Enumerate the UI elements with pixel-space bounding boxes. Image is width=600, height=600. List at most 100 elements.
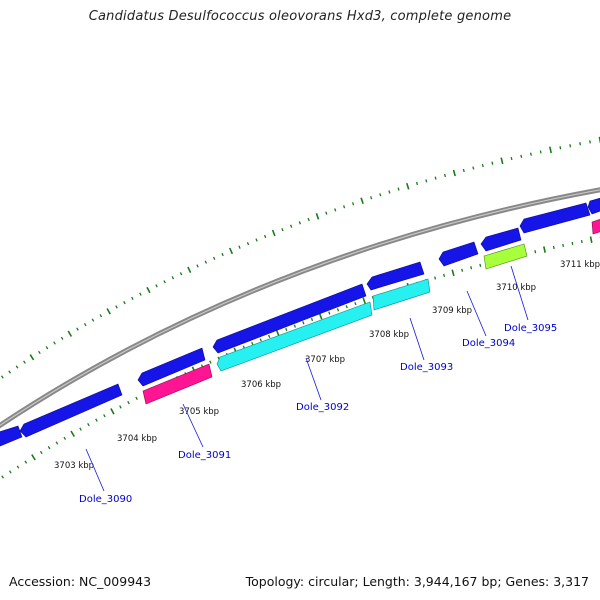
gene-blue-forward-2[interactable] [19, 383, 123, 438]
outer-scale-tick [187, 266, 192, 274]
outer-scale-tick [139, 292, 142, 296]
inner-scale-tick [63, 436, 67, 440]
outer-scale-tick [315, 213, 320, 220]
outer-scale-tick [569, 144, 572, 148]
topology-text: Topology: circular; Length: 3,944,167 bp… [245, 574, 589, 589]
outer-scale-tick [529, 152, 532, 156]
inner-scale-tick [103, 414, 106, 418]
gene-green-3095[interactable] [483, 243, 528, 270]
inner-scale-tick [552, 245, 555, 250]
outer-scale-tick [53, 341, 56, 345]
outer-scale-tick [196, 264, 199, 268]
inner-scale-tick [135, 396, 138, 400]
outer-scale-tick [163, 280, 166, 284]
gene-blue-forward-7[interactable] [480, 227, 522, 252]
inner-scale-tick [434, 276, 437, 280]
gene-label-leaders [85, 265, 529, 492]
outer-scale-tick [500, 157, 504, 165]
outer-scale-tick [221, 252, 224, 257]
kbp-label-3711: 3711 kbp [560, 260, 600, 270]
outer-scale-ticks [0, 136, 600, 379]
kbp-label-3708: 3708 kbp [369, 330, 409, 340]
outer-scale-tick [472, 166, 475, 170]
inner-scale-tick [442, 273, 446, 277]
gene-label-3094[interactable]: Dole_3094 [462, 338, 515, 349]
leader-3094 [466, 290, 487, 337]
gene-label-3091[interactable]: Dole_3091 [178, 450, 231, 461]
inner-scale-tick [302, 321, 305, 325]
inner-scale-tick [543, 246, 546, 253]
inner-scale-tick [87, 422, 90, 427]
genome-backbone-highlight [0, 189, 600, 427]
outer-scale-tick [8, 370, 12, 374]
kbp-label-3710: 3710 kbp [496, 283, 536, 293]
inner-scale-tick [47, 446, 51, 450]
kbp-label-3706: 3706 kbp [241, 380, 281, 390]
outer-scale-tick [91, 318, 95, 322]
inner-scale-tick [70, 430, 75, 437]
outer-scale-tick [397, 187, 400, 191]
outer-scale-tick [99, 314, 103, 318]
outer-scale-tick [38, 350, 41, 355]
outer-scale-tick [370, 196, 373, 200]
outer-scale-tick [155, 284, 158, 288]
outer-scale-tick [406, 182, 410, 190]
outer-scale-tick [579, 142, 582, 146]
accession-text: Accession: NC_009943 [9, 574, 152, 589]
gene-blue-forward-4[interactable] [212, 283, 367, 354]
inner-scale-tick [285, 327, 288, 332]
outer-scale-tick [123, 300, 126, 305]
gene-label-3095[interactable]: Dole_3095 [504, 323, 557, 334]
outer-scale-tick [325, 211, 328, 215]
outer-scale-tick [388, 190, 391, 194]
inner-scale-tick [451, 269, 455, 277]
inner-scale-tick [336, 308, 340, 312]
gene-label-3093[interactable]: Dole_3093 [400, 362, 453, 373]
gene-pink-partial[interactable] [591, 218, 600, 235]
outer-scale-tick [481, 163, 484, 168]
gene-label-3090[interactable]: Dole_3090 [79, 494, 132, 505]
outer-scale-tick [520, 154, 523, 158]
inner-scale-tick [209, 360, 212, 364]
inner-scale-tick [8, 470, 12, 474]
kbp-label-3703: 3703 kbp [54, 461, 94, 471]
gene-cyan-3093[interactable] [372, 278, 431, 311]
leader-3095 [510, 265, 529, 321]
outer-scale-tick [171, 276, 175, 280]
outer-scale-tick [45, 346, 49, 350]
outer-scale-tick [281, 227, 284, 232]
outer-scale-tick [462, 168, 465, 173]
outer-scale-tick [213, 256, 216, 260]
outer-scale-tick [263, 234, 267, 239]
outer-scale-tick [289, 224, 293, 228]
gene-cyan-3092[interactable] [216, 301, 373, 372]
outer-scale-tick [307, 217, 310, 222]
inner-scale-tick [354, 301, 357, 306]
gene-blue-forward-3[interactable] [137, 347, 206, 387]
inner-scale-tick [259, 338, 262, 342]
kbp-label-3705: 3705 kbp [179, 407, 219, 417]
inner-scale-tick [562, 243, 565, 248]
inner-scale-tick [345, 305, 348, 309]
inner-scale-tick [580, 239, 583, 244]
leader-3090 [85, 448, 105, 492]
outer-scale-tick [255, 238, 258, 242]
inner-scale-tick [479, 263, 482, 267]
inner-scale-tick [110, 408, 115, 415]
outer-scale-tick [29, 354, 35, 361]
outer-scale-tick [510, 156, 513, 161]
outer-scale-tick [425, 179, 428, 183]
outer-scale-tick [15, 365, 19, 369]
gene-pink-3091[interactable] [142, 363, 213, 405]
gene-label-3092[interactable]: Dole_3092 [296, 402, 349, 413]
inner-scale-tick [293, 324, 297, 328]
outer-scale-tick [83, 322, 87, 327]
inner-scale-tick [31, 454, 36, 461]
gene-blue-forward-5[interactable] [366, 261, 425, 291]
inner-scale-tick [328, 311, 331, 315]
gene-blue-forward-8[interactable] [519, 202, 591, 234]
gene-blue-forward-6[interactable] [438, 241, 479, 267]
gene-blue-forward-9[interactable] [587, 197, 600, 215]
gene-blue-forward-1[interactable] [0, 425, 23, 447]
